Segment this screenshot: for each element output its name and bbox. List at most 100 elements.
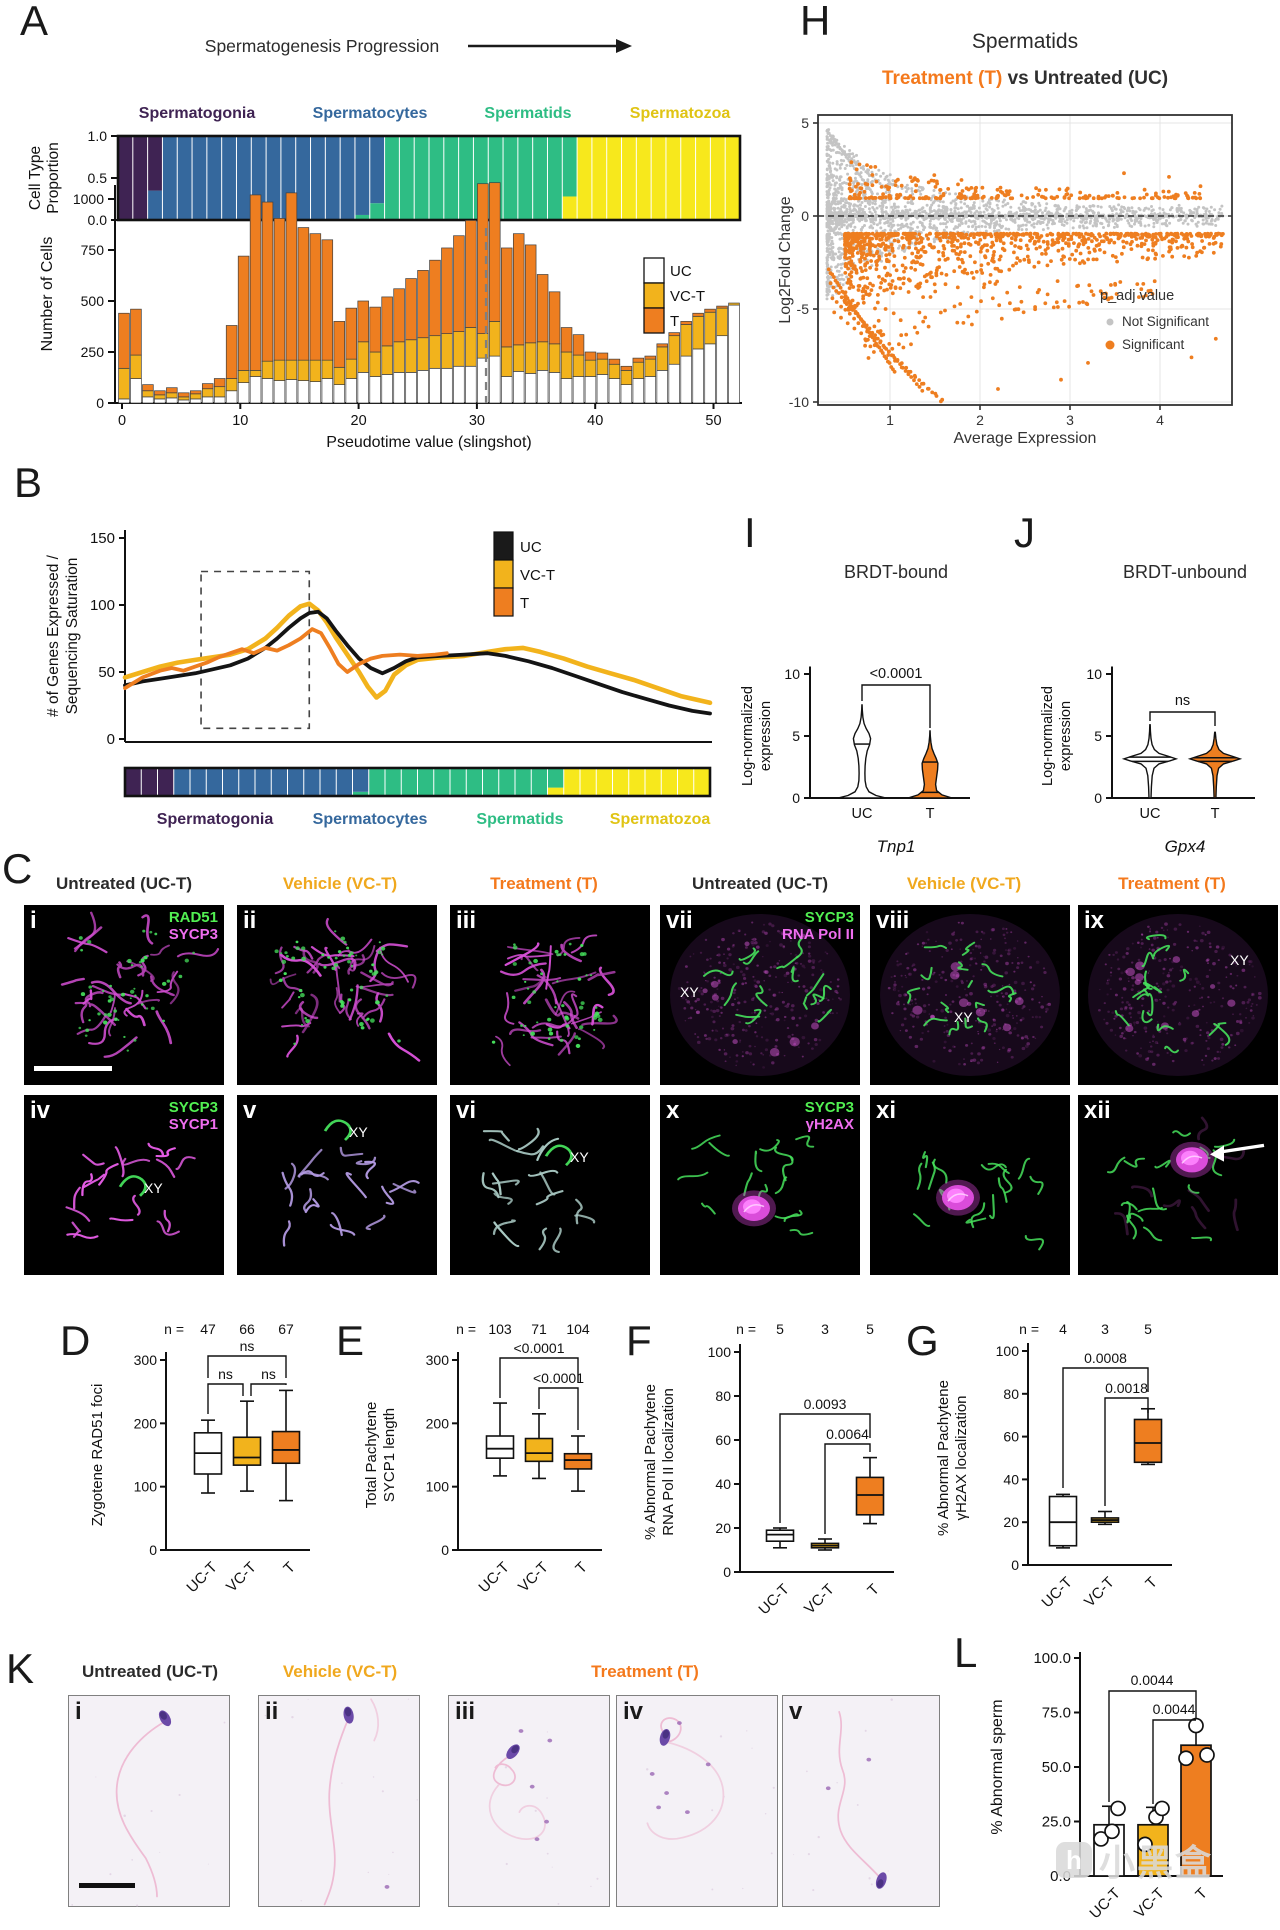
svg-text:# of Genes Expressed /: # of Genes Expressed /: [45, 554, 62, 717]
svg-text:0: 0: [107, 731, 115, 748]
svg-text:4: 4: [1059, 1321, 1067, 1337]
micro-numeral-xi: xi: [876, 1097, 897, 1124]
micro-panel-vii: vii SYCP3 RNA Pol II XY: [660, 905, 860, 1085]
svg-text:50: 50: [98, 664, 115, 681]
legend-a-VC-T: VC-T: [670, 288, 705, 305]
panel-d-letter: D: [60, 1317, 91, 1364]
svg-text:200: 200: [426, 1415, 450, 1431]
svg-text:expression: expression: [1058, 701, 1074, 771]
svg-text:Treatment (T) vs Untreated (UC: Treatment (T) vs Untreated (UC): [882, 68, 1168, 89]
svg-text:100: 100: [90, 597, 115, 614]
micro-numeral-xii: xii: [1084, 1097, 1111, 1124]
micro-panel-ii: ii: [237, 905, 437, 1085]
svg-text:5: 5: [792, 728, 800, 744]
svg-text:0: 0: [1094, 790, 1102, 806]
c-header-5: Treatment (T): [1118, 874, 1226, 893]
sperm-image-i: [71, 1710, 226, 1907]
sperm-image-iv: [636, 1711, 775, 1891]
svgI-title: BRDT-bound: [844, 562, 948, 582]
micro-numeral-iii: iii: [456, 907, 477, 934]
panel-f-letter: F: [626, 1317, 652, 1364]
xy-chromosome-label-vii: XY: [680, 984, 699, 1001]
svg-text:47: 47: [200, 1321, 216, 1337]
svg-text:T: T: [1192, 1885, 1211, 1904]
c-header-3: Untreated (UC-T): [692, 874, 828, 893]
svg-text:3: 3: [1066, 412, 1074, 428]
micro-image-xi: [870, 1095, 1070, 1275]
legend-b-VC-T: VC-T: [520, 567, 555, 584]
micro-image-i: [24, 905, 224, 1085]
svg-text:ns: ns: [240, 1338, 255, 1354]
svg-text:67: 67: [278, 1321, 294, 1337]
svg-text:% Abnormal Pachytene: % Abnormal Pachytene: [935, 1380, 952, 1536]
watermark-logo-icon: h: [1056, 1842, 1092, 1878]
cell-type-label-3: Spermatozoa: [630, 105, 731, 122]
svg-text:<0.0001: <0.0001: [514, 1340, 565, 1356]
svgJ-title: BRDT-unbound: [1123, 562, 1247, 582]
svg-text:0.0064: 0.0064: [826, 1426, 869, 1442]
sperm-panel-v: v: [782, 1695, 940, 1907]
sperm-panel-iv: iv: [616, 1695, 778, 1907]
svg-text:Log-normalized: Log-normalized: [740, 686, 756, 786]
svg-text:0: 0: [792, 790, 800, 806]
svg-text:10: 10: [1086, 666, 1102, 682]
sperm-numeral-ii: ii: [265, 1698, 279, 1725]
svg-text:-10: -10: [789, 394, 809, 410]
svg-text:0: 0: [96, 395, 104, 411]
svg-text:750: 750: [81, 242, 105, 258]
scale-bar: [34, 1066, 112, 1071]
svg-text:2: 2: [976, 412, 984, 428]
micro-image-iii: [450, 905, 650, 1085]
svg-text:60: 60: [1003, 1429, 1019, 1445]
svg-text:10: 10: [784, 666, 800, 682]
micro-image-iv: [24, 1095, 224, 1275]
micro-numeral-v: v: [243, 1097, 257, 1124]
cell-type-label-b-3: Spermatozoa: [610, 811, 711, 828]
svg-text:UC-T: UC-T: [755, 1581, 792, 1618]
svg-text:80: 80: [715, 1388, 731, 1404]
micro-numeral-viii: viii: [876, 907, 910, 934]
svg-text:ns: ns: [261, 1366, 276, 1382]
svg-text:SYCP1 length: SYCP1 length: [381, 1408, 398, 1502]
svg-text:5: 5: [801, 115, 809, 131]
progression-title: Spermatogenesis Progression: [205, 36, 439, 56]
svg-text:4: 4: [1156, 412, 1164, 428]
svg-text:0: 0: [1011, 1557, 1019, 1573]
svg-text:0.0018: 0.0018: [1105, 1380, 1148, 1396]
svg-text:3: 3: [821, 1321, 829, 1337]
xy-chromosome-label-iv: XY: [144, 1179, 163, 1196]
micro-image-ix: [1078, 905, 1278, 1085]
svg-text:n =: n =: [164, 1321, 184, 1337]
svg-text:20: 20: [1003, 1514, 1019, 1530]
sperm-image-v: [793, 1698, 893, 1892]
legend-b-UC: UC: [520, 539, 542, 556]
svg-text:γH2AX localization: γH2AX localization: [953, 1395, 970, 1520]
svg-text:UC-T: UC-T: [1038, 1574, 1075, 1611]
svg-text:0.0044: 0.0044: [1153, 1701, 1196, 1717]
svg-text:30: 30: [469, 413, 485, 429]
sperm-panel-ii: ii: [258, 1695, 420, 1907]
xy-chromosome-label-v: XY: [349, 1123, 368, 1140]
svg-text:66: 66: [239, 1321, 255, 1337]
svg-text:71: 71: [531, 1321, 547, 1337]
svg-text:UC: UC: [1140, 806, 1161, 822]
svg-text:n =: n =: [736, 1321, 756, 1337]
svg-text:104: 104: [566, 1321, 590, 1337]
svg-text:20: 20: [715, 1520, 731, 1536]
cell-type-label-1: Spermatocytes: [313, 105, 428, 122]
cell-type-label-0: Spermatogonia: [139, 105, 256, 122]
svg-text:20: 20: [351, 413, 367, 429]
sperm-image-ii: [264, 1698, 418, 1906]
micro-image-vii: [660, 905, 860, 1085]
svg-text:expression: expression: [758, 701, 774, 771]
panel-b-chart: 150 100 50 0 # of Genes Expressed / Sequencin…: [45, 530, 713, 828]
svg-text:Log-normalized: Log-normalized: [1040, 686, 1056, 786]
svg-text:5: 5: [866, 1321, 874, 1337]
micro-image-xii: [1078, 1095, 1278, 1275]
micro-stain-labels-i: RAD51 SYCP3: [168, 909, 218, 944]
svg-text:n =: n =: [1019, 1321, 1039, 1337]
svg-text:5: 5: [776, 1321, 784, 1337]
panel-d-chart: n = 47 66 67 0 100 200 300 Zygotene RAD51 foci UC…: [89, 1321, 310, 1596]
svg-text:500: 500: [81, 293, 105, 309]
sperm-numeral-iii: iii: [455, 1698, 476, 1725]
